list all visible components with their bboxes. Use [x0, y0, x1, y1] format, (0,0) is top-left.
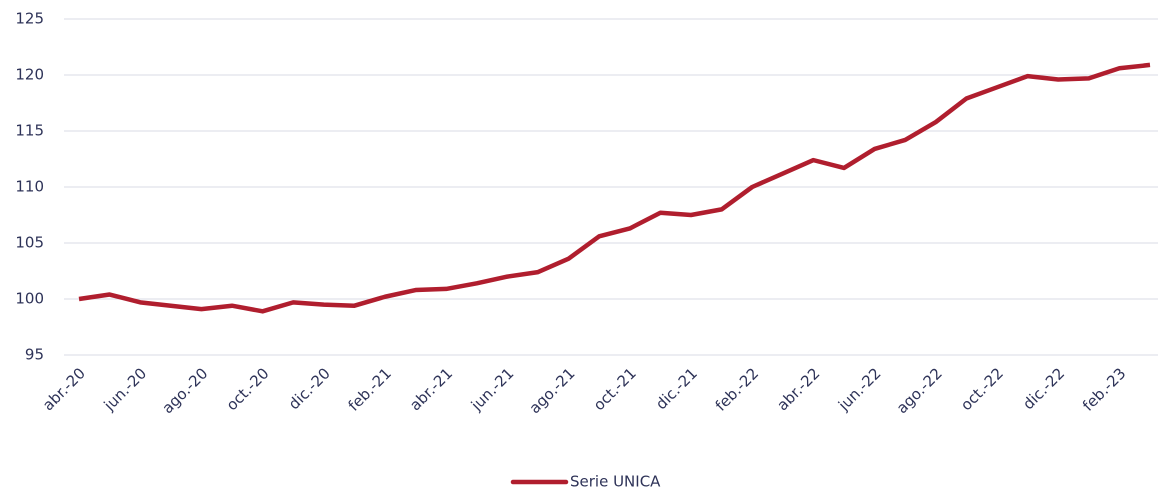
- x-tick-label: ago.-21: [526, 364, 579, 417]
- y-tick-label: 105: [15, 234, 44, 252]
- x-tick-label: dic.-20: [285, 364, 334, 413]
- y-tick-label: 95: [25, 346, 44, 364]
- x-tick-label: dic.-21: [652, 364, 701, 413]
- x-tick-label: jun.-21: [467, 364, 518, 415]
- x-tick-label: abr.-21: [406, 364, 456, 414]
- x-tick-label: feb.-23: [1079, 364, 1129, 414]
- y-tick-label: 115: [15, 122, 44, 140]
- x-tick-label: jun.-22: [834, 364, 885, 415]
- x-tick-label: feb.-22: [712, 364, 762, 414]
- y-tick-label: 125: [15, 10, 44, 28]
- y-tick-label: 120: [15, 66, 44, 84]
- x-tick-label: feb.-21: [345, 364, 395, 414]
- x-tick-label: jun.-20: [100, 364, 151, 415]
- x-tick-label: dic.-22: [1019, 364, 1068, 413]
- x-tick-label: ago.-20: [158, 364, 211, 417]
- x-tick-label: abr.-22: [773, 364, 823, 414]
- data-line: [78, 62, 1151, 314]
- x-tick-label: ago.-22: [893, 364, 946, 417]
- x-tick-label: abr.-20: [39, 364, 89, 414]
- x-tick-label: oct.-21: [590, 364, 640, 414]
- x-tick-label: oct.-20: [223, 364, 273, 414]
- y-tick-label: 110: [15, 178, 44, 196]
- legend-label: Serie UNICA: [570, 473, 661, 489]
- y-tick-label: 100: [15, 290, 44, 308]
- x-tick-label: oct.-22: [957, 364, 1007, 414]
